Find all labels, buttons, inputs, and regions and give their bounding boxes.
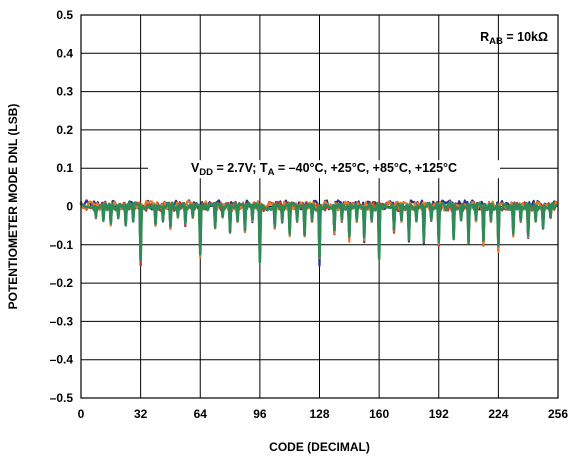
y-tick-label: 0.3 [56, 85, 73, 99]
x-tick-label: 32 [134, 407, 148, 421]
y-tick-label: –0.3 [50, 314, 74, 328]
resistance-annotation: RAB = 10kΩ [480, 30, 548, 47]
plot-frame [80, 14, 559, 399]
y-tick-label: –0.5 [50, 391, 74, 405]
y-tick-label: 0.4 [56, 46, 73, 60]
y-tick-label: –0.2 [50, 276, 74, 290]
x-tick-label: 64 [194, 407, 208, 421]
x-tick-label: 224 [488, 407, 508, 421]
x-tick-label: 256 [548, 407, 568, 421]
x-axis-title: CODE (DECIMAL) [269, 440, 370, 454]
y-tick-labels: 0.5 0.4 0.3 0.2 0.1 0 –0.1 –0.2 –0.3 –0.4 –0.5 [50, 8, 74, 405]
x-tick-label: 0 [78, 407, 85, 421]
y-tick-label: 0.1 [56, 161, 73, 175]
x-tick-label: 192 [429, 407, 449, 421]
y-tick-label: 0.5 [56, 8, 73, 22]
x-tick-labels: 0 32 64 96 128 160 192 224 256 [78, 407, 569, 421]
x-tick-label: 128 [309, 407, 329, 421]
y-tick-label: 0 [66, 200, 73, 214]
series-line-3 [79, 201, 558, 264]
x-tick-label: 96 [253, 407, 267, 421]
x-tick-label: 160 [369, 407, 389, 421]
conditions-annotation-background [148, 160, 500, 179]
y-tick-label: –0.1 [50, 238, 74, 252]
y-axis-title: POTENTIOMETER MODE DNL (LSB) [6, 104, 20, 310]
y-tick-label: –0.4 [50, 353, 74, 367]
series-layer [79, 199, 558, 267]
y-tick-label: 0.2 [56, 123, 73, 137]
conditions-annotation: VDD = 2.7V; TA = –40°C, +25°C, +85°C, +1… [191, 161, 457, 178]
